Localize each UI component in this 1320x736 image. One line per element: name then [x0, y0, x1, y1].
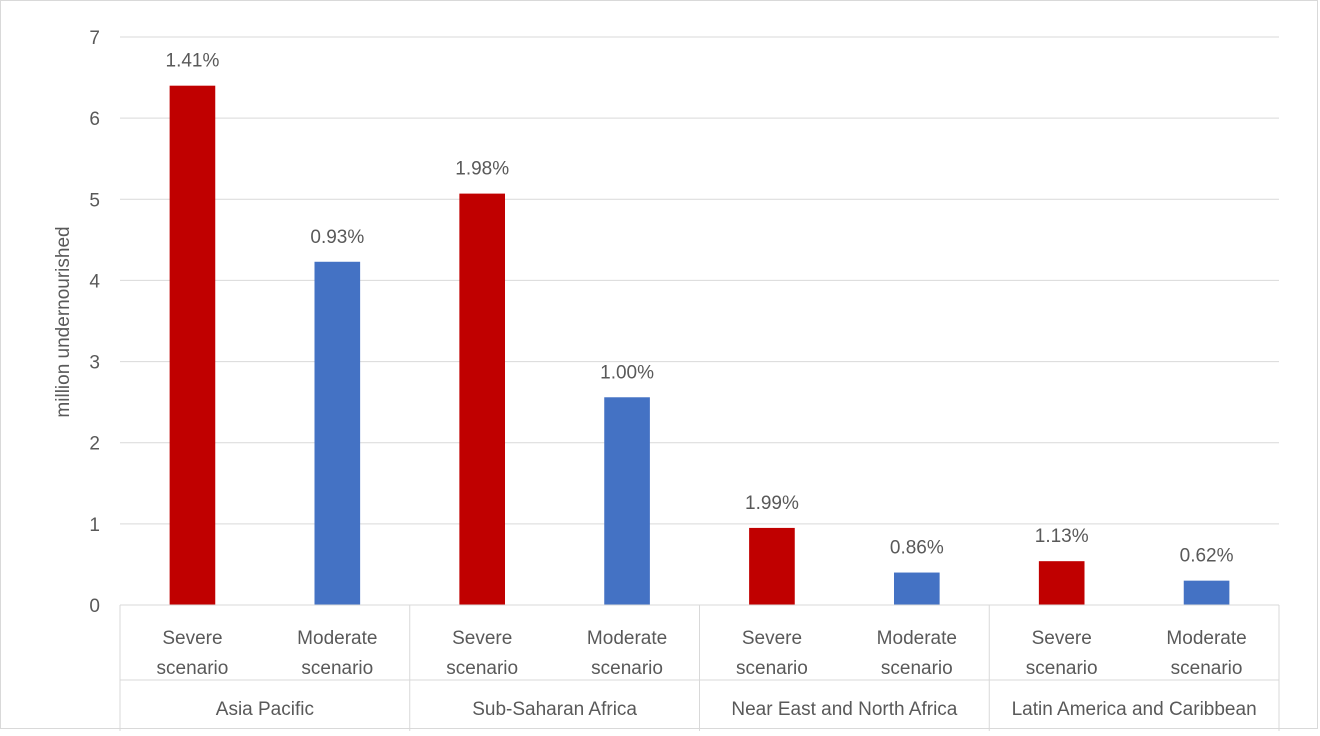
- bar: [314, 261, 361, 605]
- bars: [169, 85, 1230, 605]
- data-labels: 1.41% 0.93% 1.98% 1.00% 1.99% 0.86% 1.13% 0.62%: [166, 51, 1234, 567]
- x-tick-label: Severe: [742, 628, 802, 649]
- y-tick-label: 6: [89, 109, 100, 130]
- x-tick-label: Moderate: [1166, 628, 1246, 649]
- bar-value-label: 0.93%: [310, 227, 364, 248]
- bar-value-label: 1.98%: [455, 159, 509, 180]
- x-axis: Severe scenario Moderate scenario Asia Pacif…: [119, 604, 1280, 731]
- x-group-label: Near East and North Africa: [731, 699, 957, 720]
- bar: [459, 193, 506, 605]
- x-tick-label: Moderate: [297, 628, 377, 649]
- bar-value-label: 0.62%: [1180, 546, 1234, 567]
- y-tick-label: 7: [89, 28, 100, 49]
- x-tick-label: scenario: [301, 658, 373, 679]
- bar-value-label: 1.41%: [166, 51, 220, 72]
- bar-value-label: 1.13%: [1035, 526, 1089, 547]
- bar: [1038, 561, 1085, 605]
- x-group-label: Asia Pacific: [216, 699, 314, 720]
- y-tick-label: 3: [89, 353, 100, 374]
- x-tick-label: scenario: [591, 658, 663, 679]
- y-tick-label: 2: [89, 434, 100, 455]
- y-tick-label: 4: [89, 271, 100, 292]
- bar-value-label: 1.99%: [745, 493, 799, 514]
- x-tick-label: scenario: [157, 658, 229, 679]
- x-tick-label: scenario: [736, 658, 808, 679]
- x-tick-label: scenario: [1171, 658, 1243, 679]
- x-tick-label: scenario: [446, 658, 518, 679]
- bar: [169, 85, 216, 605]
- bar: [749, 527, 795, 605]
- x-tick-label: scenario: [881, 658, 953, 679]
- x-tick-label: Severe: [162, 628, 222, 649]
- y-tick-label: 0: [89, 596, 100, 617]
- bar-value-label: 0.86%: [890, 538, 944, 559]
- x-tick-label: Severe: [452, 628, 512, 649]
- bar: [604, 397, 650, 605]
- bar: [893, 572, 940, 605]
- bar: [1183, 580, 1230, 605]
- y-axis-ticks: 0 1 2 3 4 5 6 7: [89, 28, 100, 617]
- x-tick-label: Moderate: [877, 628, 957, 649]
- x-group-label: Sub-Saharan Africa: [472, 699, 637, 720]
- x-tick-label: Severe: [1032, 628, 1092, 649]
- y-tick-label: 5: [89, 190, 100, 211]
- x-tick-label: scenario: [1026, 658, 1098, 679]
- y-axis-label: million undernourished: [53, 226, 74, 417]
- x-tick-label: Moderate: [587, 628, 667, 649]
- bar-value-label: 1.00%: [600, 362, 654, 383]
- gridlines: [120, 36, 1279, 525]
- x-group-label: Latin America and Caribbean: [1012, 699, 1257, 720]
- y-tick-label: 1: [89, 515, 100, 536]
